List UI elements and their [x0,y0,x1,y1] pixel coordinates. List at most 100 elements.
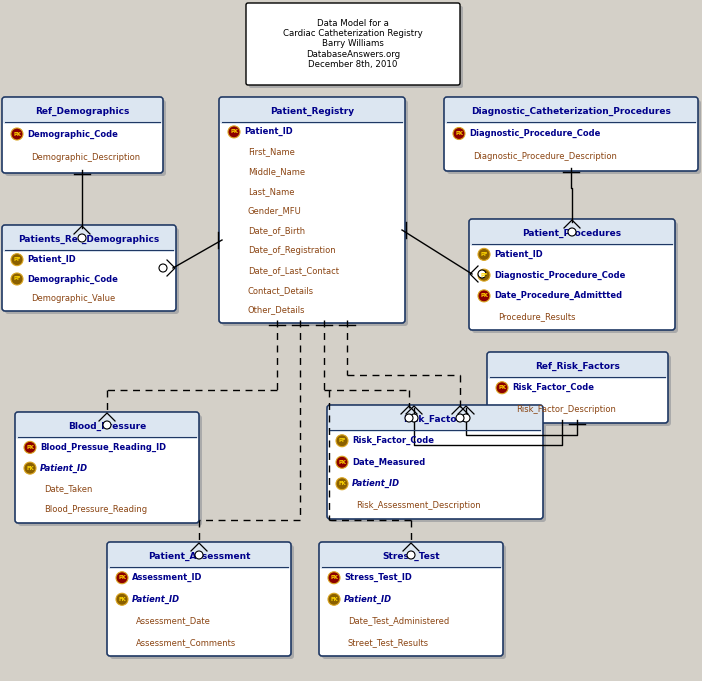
Circle shape [328,572,340,584]
FancyBboxPatch shape [16,413,198,439]
FancyBboxPatch shape [487,352,668,423]
Text: PF: PF [13,276,21,281]
Text: PF: PF [13,257,21,262]
Circle shape [11,253,23,266]
Circle shape [456,414,464,422]
Text: Patient_ID: Patient_ID [344,595,392,604]
FancyBboxPatch shape [330,408,546,522]
FancyBboxPatch shape [469,219,675,330]
Text: Stress_Test: Stress_Test [382,552,440,560]
Circle shape [24,441,36,454]
Text: Middle_Name: Middle_Name [248,167,305,176]
FancyBboxPatch shape [328,406,542,432]
Text: FK: FK [338,481,346,486]
Text: Date_of_Last_Contact: Date_of_Last_Contact [248,266,339,275]
Circle shape [496,382,508,394]
FancyBboxPatch shape [15,412,199,523]
Text: Diagnostic_Procedure_Description: Diagnostic_Procedure_Description [473,152,617,161]
FancyBboxPatch shape [18,415,202,526]
Text: Date_Measured: Date_Measured [352,458,425,466]
FancyBboxPatch shape [219,97,405,323]
FancyBboxPatch shape [472,222,678,333]
Circle shape [103,421,111,429]
Text: Diagnostic_Catheterization_Procedures: Diagnostic_Catheterization_Procedures [471,106,671,116]
Circle shape [453,127,465,140]
Circle shape [116,572,128,584]
FancyBboxPatch shape [444,97,698,171]
Text: Blood_Pressure: Blood_Pressure [68,422,146,430]
Text: PK: PK [455,131,463,136]
Circle shape [410,414,418,422]
Text: Date_Procedure_Admittted: Date_Procedure_Admittted [494,291,622,300]
Text: Patient_Assessment: Patient_Assessment [147,552,250,560]
Text: First_Name: First_Name [248,147,295,156]
Text: Risk_Assessment_Description: Risk_Assessment_Description [356,501,481,510]
Circle shape [11,273,23,285]
Text: Other_Details: Other_Details [248,306,305,315]
Circle shape [116,593,128,605]
Circle shape [336,478,348,490]
Text: Diagnostic_Procedure_Code: Diagnostic_Procedure_Code [469,129,600,138]
Text: PK: PK [338,460,346,464]
Text: PK: PK [26,445,34,450]
Text: Procedure_Results: Procedure_Results [498,312,576,321]
Circle shape [478,249,490,260]
Text: Patient_Procedures: Patient_Procedures [522,228,621,238]
Text: Assessment_Comments: Assessment_Comments [136,637,237,647]
Text: Demographic_Value: Demographic_Value [31,294,115,303]
Text: Patient_ID: Patient_ID [27,255,76,264]
Circle shape [462,414,470,422]
Text: Date_of_Birth: Date_of_Birth [248,226,305,236]
Text: Ref_Demographics: Ref_Demographics [35,106,130,116]
FancyBboxPatch shape [107,542,291,656]
Text: PK: PK [498,385,506,390]
Text: Last_Name: Last_Name [248,187,295,196]
Text: Patient_Registry: Patient_Registry [270,106,354,116]
FancyBboxPatch shape [3,226,175,252]
Circle shape [568,228,576,236]
Text: FK: FK [26,466,34,471]
Circle shape [478,269,490,281]
FancyBboxPatch shape [447,100,701,174]
Circle shape [78,234,86,242]
Text: Date_of_Registration: Date_of_Registration [248,247,336,255]
FancyBboxPatch shape [246,3,460,85]
Circle shape [336,434,348,447]
Circle shape [11,128,23,140]
Text: FK: FK [330,597,338,602]
Circle shape [405,414,413,422]
Text: Patients_Ref_Demographics: Patients_Ref_Demographics [18,234,159,244]
Circle shape [24,462,36,474]
FancyBboxPatch shape [108,543,290,569]
Text: PK: PK [118,575,126,580]
Text: Blood_Pressue_Reading_ID: Blood_Pressue_Reading_ID [40,443,166,452]
Circle shape [195,551,203,559]
Text: Demographic_Description: Demographic_Description [31,153,140,163]
FancyBboxPatch shape [5,100,166,176]
FancyBboxPatch shape [249,6,463,88]
FancyBboxPatch shape [490,355,671,426]
Text: PK: PK [13,131,21,136]
Text: Contact_Details: Contact_Details [248,286,314,295]
Text: PK: PK [330,575,338,580]
FancyBboxPatch shape [319,542,503,656]
Text: Demographic_Code: Demographic_Code [27,129,118,138]
Text: Ref_Risk_Factors: Ref_Risk_Factors [535,362,620,370]
Text: Patient_ID: Patient_ID [494,250,543,259]
Circle shape [478,290,490,302]
Circle shape [336,456,348,469]
Text: Gender_MFU: Gender_MFU [248,206,302,216]
Text: Risk_Factors: Risk_Factors [404,415,467,424]
Text: Date_Taken: Date_Taken [44,484,93,493]
Circle shape [478,270,486,278]
FancyBboxPatch shape [327,405,543,519]
Text: Patient_ID: Patient_ID [40,464,88,473]
Text: Blood_Pressure_Reading: Blood_Pressure_Reading [44,505,147,514]
Circle shape [407,551,415,559]
Circle shape [328,593,340,605]
Text: Patient_ID: Patient_ID [352,479,400,488]
Text: PF: PF [480,252,488,257]
Text: Data Model for a
Cardiac Catheterization Registry
Barry Williams
DatabaseAnswers: Data Model for a Cardiac Catheterization… [283,18,423,69]
FancyBboxPatch shape [2,97,163,173]
Text: Street_Test_Results: Street_Test_Results [348,637,429,647]
